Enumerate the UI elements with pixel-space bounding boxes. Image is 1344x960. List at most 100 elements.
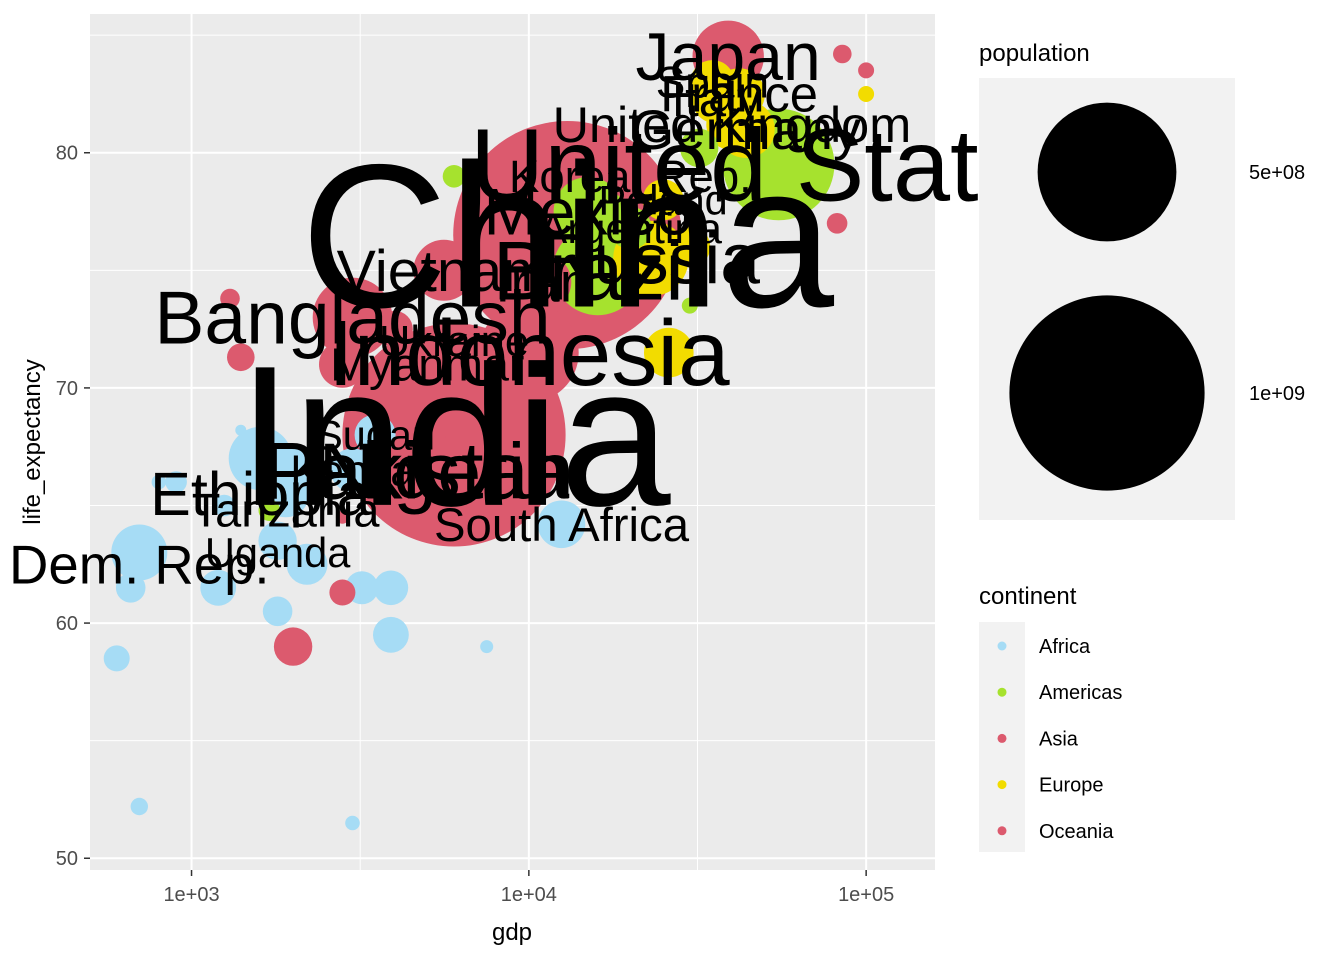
color-legend-label: Asia (1039, 728, 1079, 750)
data-point (286, 543, 328, 585)
country-label: Japan (636, 19, 821, 95)
data-point (858, 62, 875, 79)
country-label: Indonesia (328, 301, 730, 405)
color-legend-label: Americas (1039, 682, 1122, 704)
country-label: France (660, 66, 818, 123)
data-point (478, 302, 579, 403)
country-label: Spain (656, 59, 769, 108)
size-legend-key (1037, 102, 1177, 242)
data-point (213, 494, 235, 517)
country-label: United Kingdom (553, 96, 912, 153)
country-label: Ukraine (379, 318, 529, 366)
y-tick-label: 70 (56, 378, 78, 400)
data-point (312, 277, 393, 358)
size-legend-label: 5e+08 (1249, 162, 1305, 184)
axes-layer: 1e+03 1e+04 1e+05 50 60 70 80 (56, 143, 894, 906)
color-legend-label: Oceania (1039, 821, 1114, 843)
country-label: Brazil (493, 224, 703, 318)
size-legend-key (1009, 295, 1205, 491)
data-point (642, 179, 684, 221)
data-point (644, 327, 694, 378)
data-point (130, 797, 148, 816)
data-point (354, 414, 396, 456)
country-label: Italy (671, 73, 761, 127)
data-point (858, 86, 875, 102)
x-tick-label: 1e+03 (163, 884, 219, 906)
data-point (373, 616, 409, 653)
color-legend-key (997, 733, 1007, 743)
data-point (690, 60, 735, 105)
x-tick-label: 1e+04 (501, 884, 557, 906)
color-legend-title: continent (979, 583, 1077, 610)
country-label: Dem. Rep. (9, 534, 269, 595)
size-legend-label: 1e+09 (1249, 383, 1305, 405)
country-label: Nigeria (319, 426, 570, 515)
country-label: Pakistan (263, 427, 574, 517)
data-point (442, 165, 466, 188)
country-label: South Africa (434, 499, 690, 552)
data-point (220, 288, 240, 309)
x-tick-label: 1e+05 (838, 884, 894, 906)
data-point (258, 521, 297, 560)
data-point (115, 573, 146, 603)
data-point (151, 474, 167, 490)
data-point (335, 510, 349, 524)
data-point (258, 499, 281, 521)
data-point (345, 815, 360, 831)
data-point (330, 448, 375, 493)
country-label: Vietnam (337, 239, 552, 304)
country-label: Poland (598, 176, 727, 223)
data-point (680, 128, 719, 168)
data-point (609, 206, 652, 250)
data-point (227, 343, 255, 372)
color-legend-key (997, 826, 1007, 836)
data-point (373, 570, 409, 606)
data-point (273, 627, 313, 666)
data-point (111, 524, 168, 581)
country-label: Kenya (290, 447, 415, 496)
data-point (165, 471, 187, 493)
data-point (480, 640, 494, 654)
data-point (553, 176, 623, 247)
points-layer (103, 20, 875, 831)
color-legend-key (997, 641, 1007, 651)
country-label: Uganda (205, 529, 351, 576)
y-axis-title: life_expectancy (19, 359, 46, 524)
size-legend-title: population (979, 40, 1090, 67)
data-point (406, 426, 448, 468)
data-point (262, 596, 293, 627)
y-tick-label: 80 (56, 143, 78, 165)
data-point (669, 226, 711, 268)
x-axis-title: gdp (492, 919, 532, 946)
data-point (826, 213, 848, 234)
data-point (537, 500, 586, 549)
data-point (103, 645, 130, 672)
color-legend-key (997, 780, 1007, 790)
y-tick-label: 50 (56, 848, 78, 870)
country-label: Myanmar (330, 339, 524, 391)
data-point (514, 253, 572, 311)
country-label: Iran (495, 252, 590, 314)
country-label: Sudan (315, 412, 435, 459)
data-point (269, 446, 317, 494)
color-legend: continent Africa Americas Asia Europe Oceani… (979, 583, 1122, 852)
country-label: Bangladesh (154, 276, 550, 360)
country-label: China (301, 123, 835, 351)
data-point (833, 44, 852, 64)
country-label: Tanzania (192, 485, 381, 537)
data-point (200, 569, 237, 606)
color-legend-label: Africa (1039, 636, 1091, 658)
country-label: Argentina (539, 205, 722, 253)
country-label: Russia (542, 220, 761, 300)
country-label: India (237, 325, 671, 548)
country-label: Korea, Rep. (509, 151, 752, 202)
data-point (413, 239, 475, 301)
country-label: Ethiopia (150, 460, 371, 528)
color-legend-label: Europe (1039, 775, 1104, 797)
country-label: Germany (631, 98, 861, 161)
data-point (607, 153, 654, 200)
color-legend-key (997, 687, 1007, 697)
data-point (681, 297, 698, 314)
y-tick-label: 60 (56, 613, 78, 635)
